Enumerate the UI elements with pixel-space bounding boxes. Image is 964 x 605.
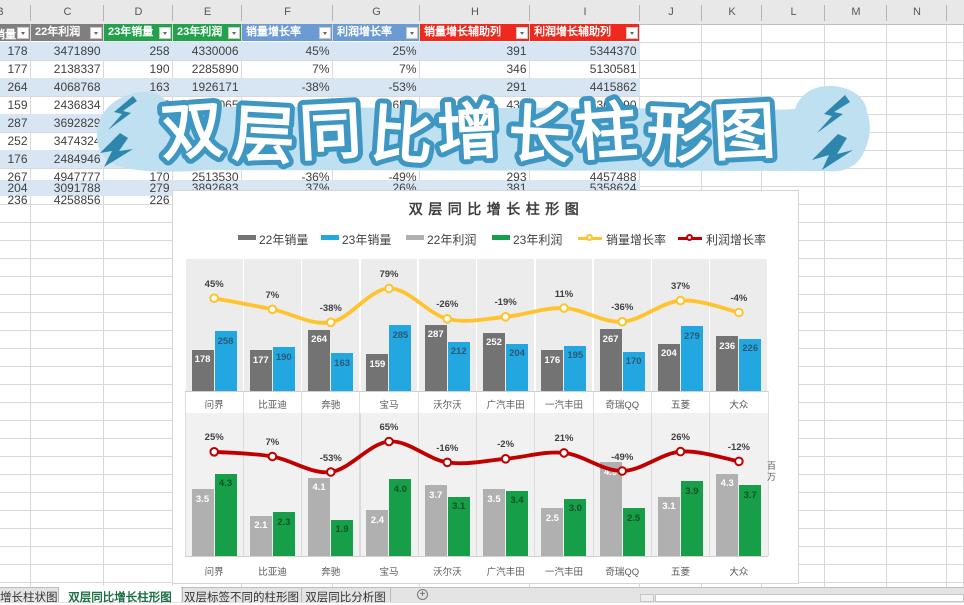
svg-text:双层同比增长柱形图: 双层同比增长柱形图 — [159, 95, 785, 173]
